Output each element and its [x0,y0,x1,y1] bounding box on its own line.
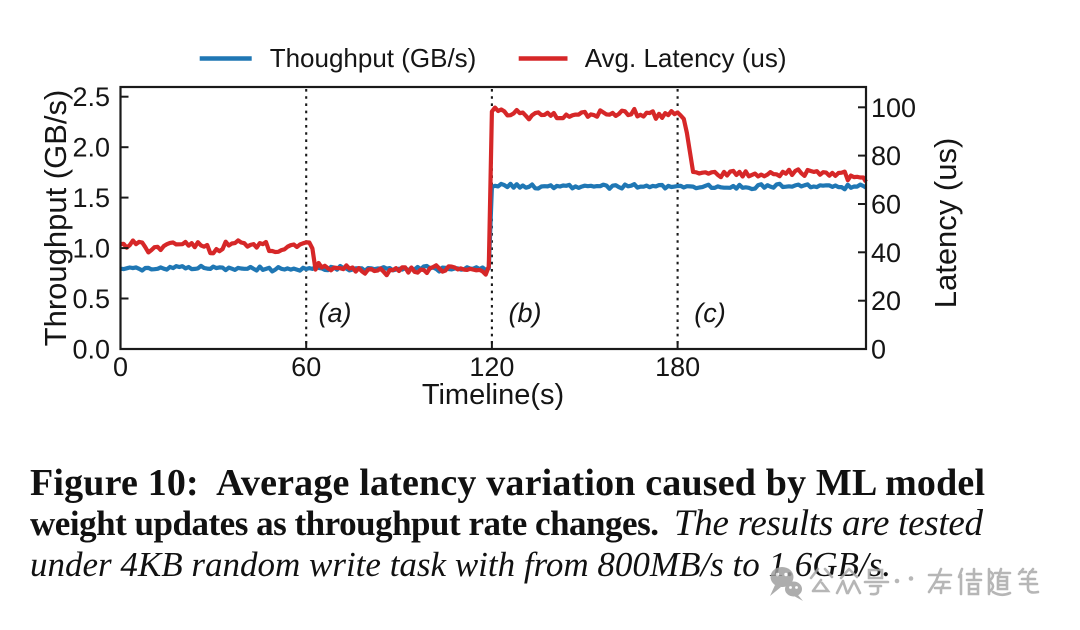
svg-text:0: 0 [113,352,128,382]
svg-text:40: 40 [871,238,901,268]
svg-text:0.5: 0.5 [72,284,110,314]
svg-text:120: 120 [469,352,514,382]
svg-text:(a): (a) [319,298,352,328]
svg-text:Timeline(s): Timeline(s) [422,379,564,411]
svg-text:180: 180 [655,352,700,382]
svg-text:Avg. Latency (us): Avg. Latency (us) [585,43,787,73]
svg-text:(b): (b) [509,298,542,328]
svg-text:2.5: 2.5 [72,82,110,112]
svg-text:2.0: 2.0 [72,133,110,163]
svg-text:100: 100 [871,93,916,123]
svg-text:Thoughput (GB/s): Thoughput (GB/s) [270,43,477,73]
svg-text:weight updates as throughput r: weight updates as throughput rate change… [30,504,659,543]
svg-text:Figure 10: Average latency va: Figure 10: Average latency variation cau… [30,462,985,504]
svg-text:1.0: 1.0 [72,234,110,264]
svg-text:under 4KB random write task wi: under 4KB random write task with from 80… [30,545,891,584]
svg-text:20: 20 [871,286,901,316]
svg-text:60: 60 [291,352,321,382]
svg-text:0: 0 [871,335,886,365]
svg-text:(c): (c) [694,298,725,328]
svg-text:Latency (us): Latency (us) [928,138,963,309]
svg-text:The results are tested: The results are tested [674,503,984,544]
svg-text:0.0: 0.0 [72,335,110,365]
svg-text:Throughput (GB/s): Throughput (GB/s) [38,90,73,347]
svg-text:60: 60 [871,190,901,220]
svg-text:80: 80 [871,141,901,171]
svg-text:1.5: 1.5 [72,183,110,213]
